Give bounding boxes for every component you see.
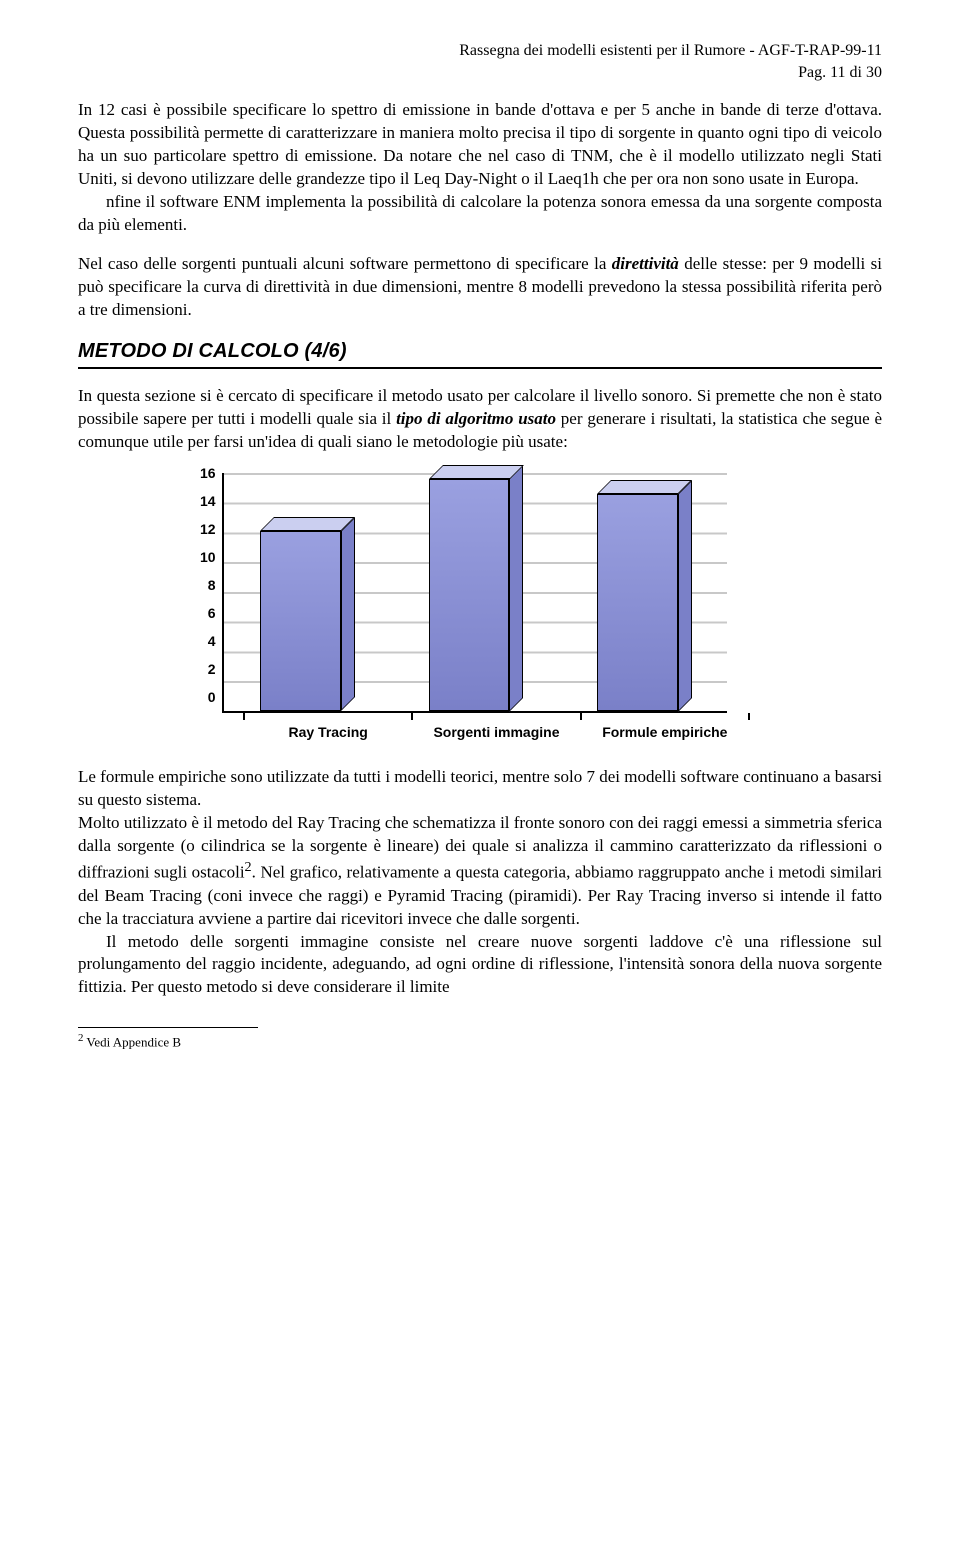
y-tick: 6: [208, 605, 216, 621]
page-header: Rassegna dei modelli esistenti per il Ru…: [78, 40, 882, 83]
bar-chart: 16 14 12 10 8 6 4 2 0 Ray Tracing Sorgen…: [200, 473, 760, 742]
x-axis: Ray Tracing Sorgenti immagine Formule em…: [244, 723, 749, 742]
bar: [260, 517, 341, 711]
paragraph-method-intro: In questa sezione si è cercato di specif…: [78, 385, 882, 454]
bar: [429, 465, 510, 712]
y-tick: 16: [200, 465, 216, 481]
doc-title: Rassegna dei modelli esistenti per il Ru…: [78, 40, 882, 62]
paragraph-intro: In 12 casi è possibile specificare lo sp…: [78, 99, 882, 191]
y-tick: 2: [208, 661, 216, 677]
paragraph-raytracing: Molto utilizzato è il metodo del Ray Tra…: [78, 812, 882, 930]
y-tick: 12: [200, 521, 216, 537]
x-label: Formule empiriche: [581, 723, 749, 742]
x-ticks: [244, 713, 749, 721]
paragraph-enm-text: nfine il software ENM implementa la poss…: [78, 192, 882, 234]
plot-area: [222, 473, 727, 713]
y-tick: 0: [208, 689, 216, 705]
section-title: METODO DI CALCOLO (4/6): [78, 338, 882, 369]
y-axis: 16 14 12 10 8 6 4 2 0: [200, 465, 222, 705]
y-tick: 10: [200, 549, 216, 565]
footnote-ref: 2: [245, 859, 252, 875]
y-tick: 14: [200, 493, 216, 509]
y-tick: 4: [208, 633, 216, 649]
bar: [597, 480, 678, 712]
paragraph-direttivita: Nel caso delle sorgenti puntuali alcuni …: [78, 253, 882, 322]
footnote-text: Vedi Appendice B: [83, 1035, 181, 1050]
x-label: Ray Tracing: [244, 723, 412, 742]
paragraph-intro-text: In 12 casi è possibile specificare lo sp…: [78, 100, 882, 188]
term-direttivita: direttività: [612, 254, 679, 273]
footnote-separator: [78, 1027, 258, 1028]
footnote: 2 Vedi Appendice B: [78, 1031, 882, 1051]
y-tick: 8: [208, 577, 216, 593]
paragraph-enm: nfine il software ENM implementa la poss…: [78, 191, 882, 237]
x-label: Sorgenti immagine: [412, 723, 580, 742]
page-number: Pag. 11 di 30: [78, 62, 882, 84]
paragraph-sorgenti-immagine: Il metodo delle sorgenti immagine consis…: [78, 931, 882, 1000]
term-algoritmo: tipo di algoritmo usato: [396, 409, 556, 428]
paragraph-formule: Le formule empiriche sono utilizzate da …: [78, 766, 882, 812]
